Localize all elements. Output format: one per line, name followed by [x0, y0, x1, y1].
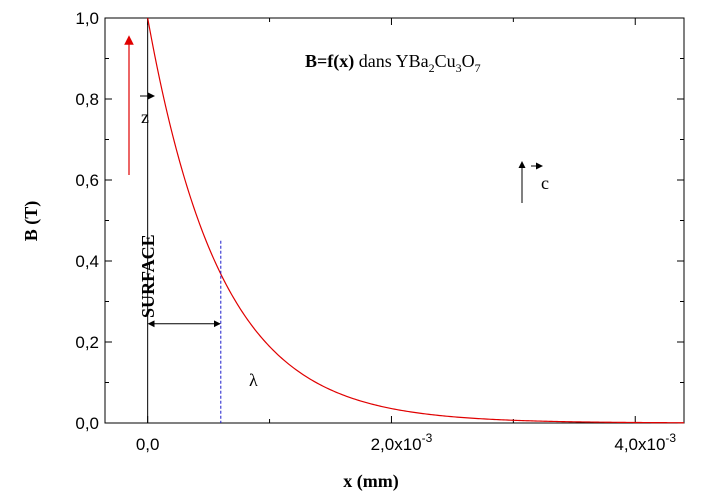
y-tick-label: 0,0: [75, 414, 99, 433]
y-axis-label: B (T): [21, 201, 42, 242]
x-axis-label: x (mm): [343, 471, 398, 492]
y-tick-label: 0,2: [75, 333, 99, 352]
surface-label: SURFACE: [138, 234, 158, 318]
y-tick-label: 0,6: [75, 171, 99, 190]
z-label: z: [141, 107, 149, 127]
x-tick-label: 4,0x10-3: [614, 431, 676, 454]
plot-frame: [104, 17, 685, 424]
lambda-label: λ: [249, 370, 258, 390]
c-label: c: [541, 173, 549, 193]
chart-title: B=f(x) dans YBa2Cu3O7: [305, 51, 481, 75]
x-tick-label: 2,0x10-3: [371, 431, 433, 454]
y-tick-label: 1,0: [75, 9, 99, 28]
y-tick-label: 0,4: [75, 252, 99, 271]
x-axis-ticks: 0,0 2,0x10-3 4,0x10-3: [136, 18, 676, 454]
series-line-b: [147, 17, 685, 424]
y-tick-label: 0,8: [75, 90, 99, 109]
y-axis-ticks: 0,0 0,2 0,4 0,6 0,8 1,0: [75, 9, 684, 433]
x-tick-label: 0,0: [136, 435, 160, 454]
